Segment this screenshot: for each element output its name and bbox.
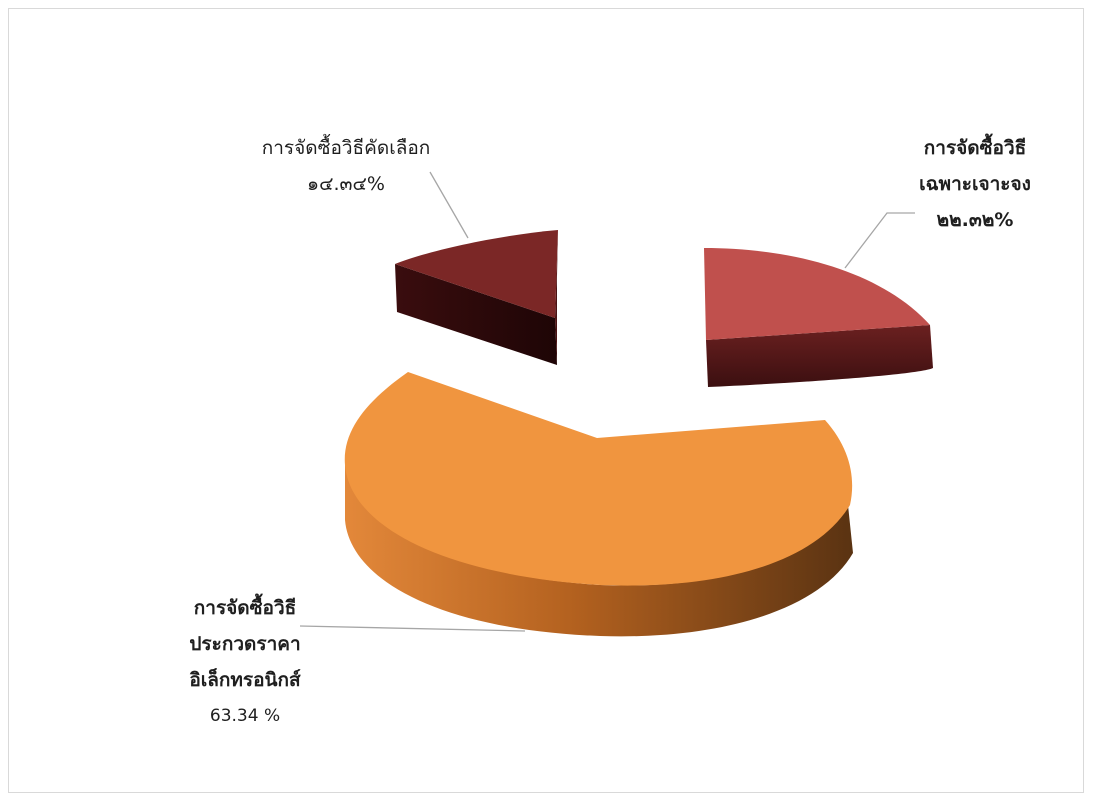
pie-slice-3-top [704,248,930,340]
slice-label-1: การจัดซื้อวิธี ประกวดราคา อิเล็กทรอนิกส์… [160,590,330,734]
slice-label-3-value: ๒๒.๓๒% [936,209,1014,231]
chart-area [8,8,1084,793]
pie-slice-1-side [345,462,853,637]
slice-label-1-value: 63.34 % [209,706,281,726]
pie-slice-1 [344,372,853,637]
slice-label-1-line-2: ประกวดราคา [189,633,301,655]
pie-slice-3 [704,248,933,387]
slice-label-1-line-1: การจัดซื้อวิธี [193,597,297,619]
slice-label-3-line-2: เฉพาะเจาะจง [919,173,1031,195]
leader-line-slice-1 [299,625,526,632]
slice-label-2-value: ๑๔.๓๔% [307,173,385,195]
pie-slice-1-top [344,372,853,586]
slice-label-3-line-1: การจัดซื้อวิธี [923,137,1027,159]
pie-slice-2 [395,230,558,365]
pie-slice-3-side [706,325,933,387]
slice-label-2-line-1: การจัดซื้อวิธีคัดเลือก [261,137,431,159]
pie-slice-2-side [395,264,557,365]
leader-line-slice-2 [429,171,469,239]
slice-label-3: การจัดซื้อวิธี เฉพาะเจาะจง ๒๒.๓๒% [900,130,1050,238]
pie-slice-2-front [555,230,558,365]
slice-label-1-line-3: อิเล็กทรอนิกส์ [189,669,301,691]
pie-slice-2-top [395,230,558,318]
leader-line-slice-3 [844,212,915,269]
slice-label-2: การจัดซื้อวิธีคัดเลือก ๑๔.๓๔% [248,130,444,202]
